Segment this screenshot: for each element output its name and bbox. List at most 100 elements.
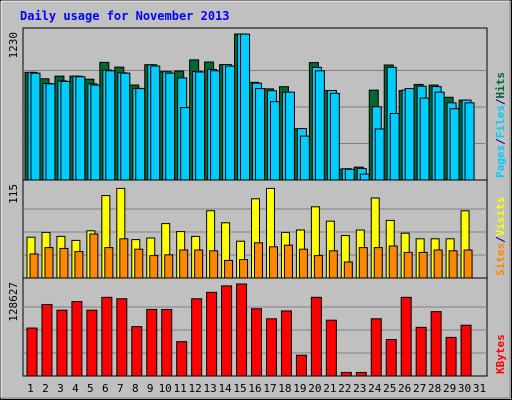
- bar-kbytes-day-13: [206, 291, 218, 377]
- bar-sites-day-9: [149, 255, 159, 279]
- x-tick-label-day-18: 18: [278, 382, 291, 395]
- bar-sites-day-28: [433, 249, 443, 279]
- bar-sites-day-15: [239, 259, 249, 279]
- bar-pages-day-13: [210, 70, 221, 181]
- x-tick-label-day-9: 9: [147, 382, 154, 395]
- panel-ymax-label: 1230: [7, 32, 20, 59]
- bar-sites-day-18: [283, 244, 293, 279]
- bar-pages-day-2: [45, 83, 56, 181]
- x-tick-label-day-4: 4: [72, 382, 79, 395]
- bar-pages-day-18: [284, 91, 295, 181]
- bar-sites-day-4: [74, 251, 84, 279]
- legend-visits: Visits: [494, 197, 507, 237]
- bar-kbytes-day-23: [355, 371, 367, 377]
- x-tick-label-day-29: 29: [443, 382, 456, 395]
- bar-kbytes-day-30: [460, 324, 472, 377]
- bar-kbytes-day-17: [265, 318, 277, 377]
- bar-pages-day-3: [60, 80, 71, 181]
- x-tick-label-day-13: 13: [203, 382, 216, 395]
- legend-hits: Hits: [494, 72, 507, 99]
- x-tick-label-day-22: 22: [338, 382, 351, 395]
- bar-sites-day-2: [44, 247, 54, 279]
- x-tick-label-day-26: 26: [398, 382, 411, 395]
- bar-pages-day-26: [404, 88, 415, 181]
- bar-kbytes-day-20: [310, 296, 322, 377]
- x-tick-label-day-16: 16: [248, 382, 261, 395]
- bar-pages-day-15: [240, 33, 251, 181]
- bar-kbytes-day-12: [191, 298, 203, 377]
- x-tick-label-day-24: 24: [368, 382, 382, 395]
- bar-kbytes-day-3: [56, 309, 68, 377]
- bar-pages-day-17: [269, 101, 280, 181]
- x-tick-label-day-31: 31: [473, 382, 486, 395]
- bar-pages-day-1: [30, 72, 41, 181]
- x-tick-label-day-11: 11: [174, 382, 187, 395]
- bar-sites-day-12: [194, 249, 204, 279]
- panel-legend: KBytes: [494, 334, 507, 374]
- bar-kbytes-day-4: [71, 301, 83, 377]
- x-tick-label-day-7: 7: [117, 382, 124, 395]
- bar-sites-day-7: [119, 238, 129, 279]
- bar-kbytes-day-8: [131, 326, 143, 377]
- x-tick-label-day-21: 21: [323, 382, 336, 395]
- bar-kbytes-day-16: [251, 308, 263, 377]
- x-tick-label-day-15: 15: [233, 382, 246, 395]
- bar-kbytes-day-19: [295, 354, 307, 377]
- bar-pages-day-12: [195, 71, 206, 181]
- legend-separator: /: [494, 98, 507, 105]
- bar-sites-day-10: [164, 254, 174, 279]
- bar-sites-day-20: [313, 255, 323, 279]
- bar-sites-day-24: [373, 247, 383, 279]
- x-tick-label-day-28: 28: [428, 382, 441, 395]
- bar-kbytes-day-2: [41, 303, 53, 377]
- bar-kbytes-day-15: [236, 283, 248, 377]
- bar-pages-day-10: [165, 72, 176, 181]
- legend-separator: /: [494, 236, 507, 243]
- bar-sites-day-11: [179, 249, 189, 279]
- bar-kbytes-day-28: [430, 311, 442, 377]
- bar-kbytes-day-11: [176, 341, 188, 377]
- legend-pages: Pages: [494, 145, 507, 178]
- bar-sites-day-19: [298, 248, 308, 279]
- legend-files: Files: [494, 105, 507, 138]
- bar-sites-day-13: [209, 250, 219, 279]
- x-tick-label-day-6: 6: [102, 382, 109, 395]
- bar-sites-day-22: [343, 261, 353, 279]
- bar-kbytes-day-26: [400, 296, 412, 377]
- bar-kbytes-day-5: [86, 309, 98, 377]
- bar-sites-day-6: [104, 247, 114, 279]
- bar-pages-day-14: [225, 65, 236, 181]
- bar-pages-day-19: [299, 135, 310, 181]
- legend-sites: Sites: [494, 243, 507, 276]
- bar-kbytes-day-9: [146, 308, 158, 377]
- chart-title: Daily usage for November 2013: [20, 9, 230, 23]
- bar-kbytes-day-7: [116, 298, 128, 377]
- bar-kbytes-day-6: [101, 296, 113, 377]
- bar-pages-day-8: [135, 88, 146, 181]
- bar-pages-day-27: [419, 97, 430, 181]
- x-tick-label-day-12: 12: [189, 382, 202, 395]
- x-tick-label-day-23: 23: [353, 382, 366, 395]
- bar-pages-day-29: [449, 108, 460, 181]
- chart-panels: 1230Pages/Files/Hits115Sites/Visits12862…: [7, 27, 507, 377]
- bar-kbytes-day-27: [415, 326, 427, 377]
- bar-sites-day-29: [448, 250, 458, 279]
- bar-pages-day-20: [314, 70, 325, 181]
- panel-legend: Sites/Visits: [494, 197, 507, 277]
- bar-pages-day-7: [120, 72, 131, 181]
- bar-sites-day-25: [388, 245, 398, 279]
- x-tick-label-day-27: 27: [413, 382, 426, 395]
- bar-sites-day-1: [29, 253, 39, 279]
- bar-kbytes-day-1: [26, 327, 38, 377]
- bar-sites-day-27: [418, 251, 428, 279]
- bar-kbytes-day-21: [325, 319, 337, 377]
- x-tick-label-day-3: 3: [57, 382, 64, 395]
- bar-kbytes-day-24: [370, 318, 382, 377]
- bar-pages-day-24: [374, 128, 385, 181]
- bar-pages-day-9: [150, 65, 161, 181]
- bar-pages-day-4: [75, 76, 86, 181]
- bar-kbytes-day-18: [280, 310, 292, 377]
- bar-kbytes-day-14: [221, 285, 233, 377]
